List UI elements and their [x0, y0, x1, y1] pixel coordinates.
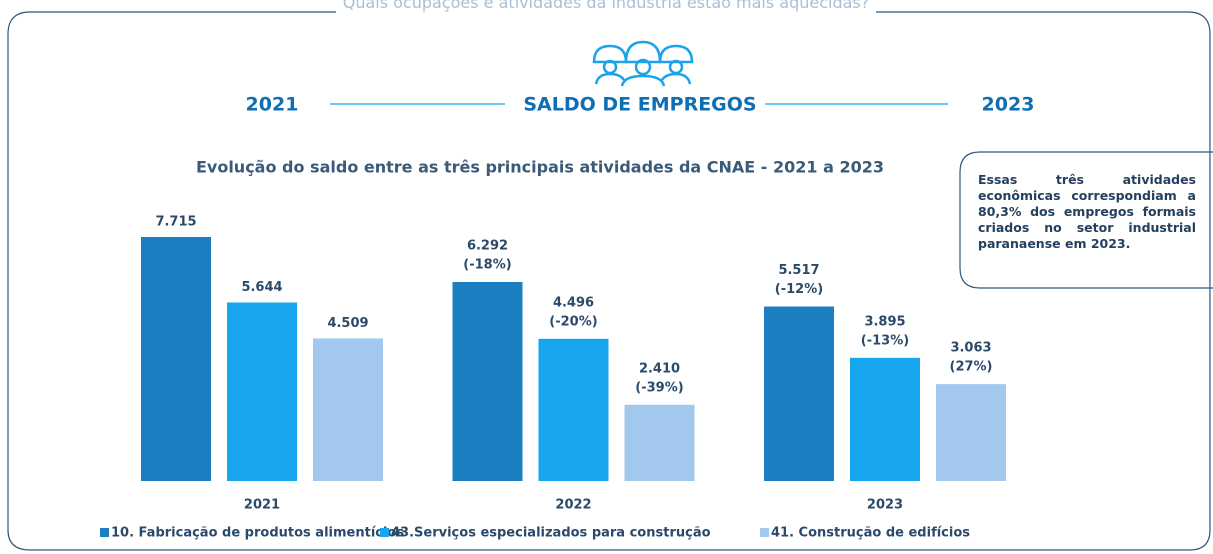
legend-swatch	[760, 528, 769, 537]
bar	[227, 302, 297, 481]
value-label: 5.644	[241, 280, 282, 295]
legend-swatch	[380, 528, 389, 537]
value-label: 3.063	[950, 341, 991, 356]
change-label: (27%)	[950, 360, 993, 375]
value-label: 7.715	[155, 215, 196, 230]
change-label: (-20%)	[549, 314, 597, 329]
value-label: 5.517	[778, 263, 819, 278]
legend-label: 43.Serviços especializados para construç…	[391, 526, 711, 541]
bar	[624, 404, 695, 481]
chart-title: Evolução do saldo entre as três principa…	[196, 158, 884, 177]
frame	[7, 11, 1211, 551]
change-label: (-39%)	[635, 380, 683, 395]
change-label: (-18%)	[463, 258, 511, 273]
change-label: (-12%)	[775, 282, 823, 297]
legend-swatch	[100, 528, 109, 537]
value-label: 4.496	[553, 295, 594, 310]
bar	[452, 282, 523, 481]
value-label: 3.895	[864, 314, 905, 329]
bar	[313, 338, 383, 481]
note: Essas três atividades econômicas corresp…	[978, 172, 1196, 251]
heading: SALDO DE EMPREGOS	[523, 94, 756, 116]
value-label: 6.292	[467, 239, 508, 254]
bar	[538, 338, 609, 481]
bar	[141, 237, 211, 481]
value-label: 4.509	[327, 316, 368, 331]
bar	[764, 306, 834, 481]
left-year: 2021	[246, 94, 299, 116]
change-label: (-13%)	[861, 333, 909, 348]
legend-label: 10. Fabricação de produtos alimentícios	[111, 526, 404, 541]
workers-icon	[592, 40, 694, 87]
x-tick-label: 2021	[244, 498, 280, 513]
value-label: 2.410	[639, 361, 680, 376]
note-box	[959, 151, 1213, 289]
bar	[936, 384, 1006, 481]
right-year: 2023	[982, 94, 1035, 116]
bar	[850, 357, 920, 481]
header-title: Quais ocupações e atividades da indústri…	[336, 0, 876, 13]
x-tick-label: 2023	[867, 498, 903, 513]
legend-label: 41. Construção de edifícios	[771, 526, 970, 541]
x-tick-label: 2022	[555, 498, 591, 513]
